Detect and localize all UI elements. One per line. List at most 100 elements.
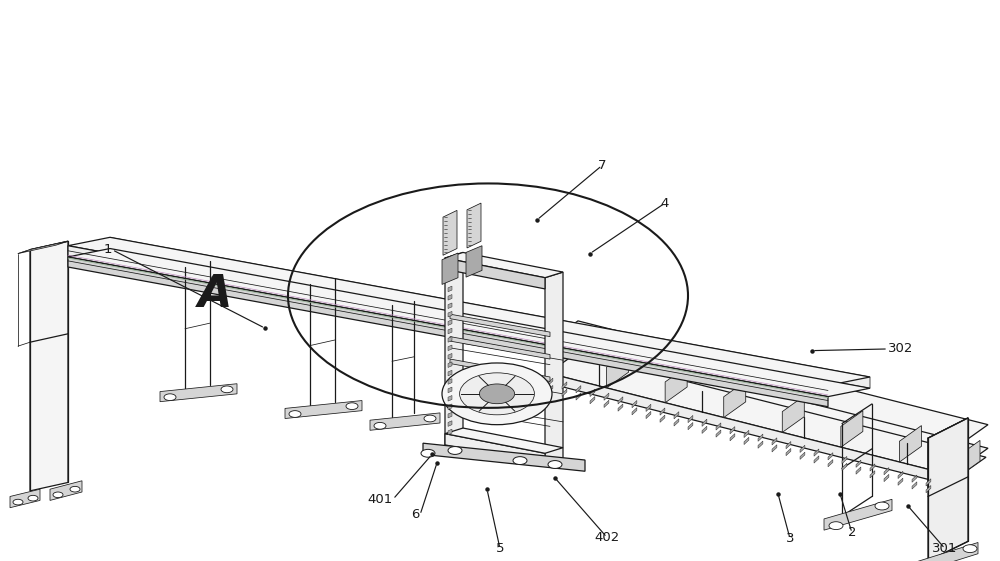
Polygon shape	[548, 385, 553, 393]
Polygon shape	[870, 464, 875, 471]
Polygon shape	[448, 362, 452, 367]
Polygon shape	[800, 452, 805, 459]
Polygon shape	[160, 384, 237, 402]
Polygon shape	[443, 210, 457, 255]
Polygon shape	[912, 475, 917, 482]
Polygon shape	[702, 426, 707, 434]
Polygon shape	[688, 422, 693, 430]
Polygon shape	[30, 241, 68, 491]
Polygon shape	[926, 485, 931, 493]
Polygon shape	[632, 408, 637, 415]
Circle shape	[164, 394, 176, 401]
Text: 302: 302	[888, 342, 913, 356]
Polygon shape	[772, 445, 777, 452]
Polygon shape	[660, 408, 665, 415]
Polygon shape	[448, 345, 452, 351]
Polygon shape	[730, 434, 735, 441]
Polygon shape	[285, 401, 362, 419]
Text: 402: 402	[594, 531, 620, 544]
Polygon shape	[68, 257, 828, 407]
Polygon shape	[448, 387, 452, 393]
Polygon shape	[618, 397, 623, 404]
Polygon shape	[445, 252, 563, 278]
Polygon shape	[590, 389, 595, 397]
Polygon shape	[856, 467, 861, 474]
Polygon shape	[716, 423, 721, 430]
Polygon shape	[448, 303, 452, 309]
Polygon shape	[618, 404, 623, 411]
Polygon shape	[576, 385, 581, 393]
Polygon shape	[18, 241, 68, 254]
Polygon shape	[548, 342, 958, 456]
Polygon shape	[450, 314, 550, 337]
Polygon shape	[548, 353, 986, 477]
Polygon shape	[856, 460, 861, 467]
Polygon shape	[50, 481, 82, 500]
Polygon shape	[448, 353, 452, 359]
Polygon shape	[467, 203, 481, 248]
Circle shape	[875, 502, 889, 510]
Polygon shape	[445, 428, 563, 453]
Polygon shape	[744, 438, 749, 444]
Polygon shape	[370, 413, 440, 430]
Polygon shape	[548, 378, 553, 385]
Polygon shape	[442, 253, 458, 284]
Polygon shape	[702, 419, 707, 426]
Polygon shape	[814, 456, 819, 463]
Circle shape	[346, 403, 358, 410]
Text: 3: 3	[786, 532, 794, 545]
Polygon shape	[828, 459, 833, 467]
Circle shape	[513, 457, 527, 465]
Text: 1: 1	[104, 243, 112, 256]
Polygon shape	[548, 373, 958, 487]
Polygon shape	[423, 443, 585, 471]
Polygon shape	[828, 453, 833, 460]
Polygon shape	[604, 400, 609, 407]
Polygon shape	[899, 426, 921, 462]
Circle shape	[70, 486, 80, 492]
Polygon shape	[898, 478, 903, 485]
Polygon shape	[448, 295, 452, 300]
Polygon shape	[110, 237, 870, 388]
Circle shape	[28, 495, 38, 501]
Polygon shape	[884, 475, 889, 482]
Polygon shape	[68, 246, 828, 396]
Polygon shape	[842, 463, 847, 471]
Polygon shape	[448, 320, 452, 325]
Circle shape	[221, 386, 233, 393]
Polygon shape	[562, 389, 567, 397]
Text: 301: 301	[932, 542, 958, 555]
Polygon shape	[576, 393, 581, 400]
Circle shape	[424, 415, 436, 422]
Polygon shape	[450, 359, 550, 381]
Polygon shape	[607, 351, 629, 388]
Polygon shape	[448, 379, 452, 384]
Polygon shape	[448, 328, 452, 334]
Polygon shape	[448, 412, 452, 418]
Polygon shape	[926, 479, 931, 486]
Polygon shape	[674, 412, 679, 419]
Polygon shape	[545, 272, 563, 466]
Text: 4: 4	[661, 196, 669, 210]
Polygon shape	[898, 471, 903, 479]
Polygon shape	[665, 366, 687, 403]
Polygon shape	[450, 337, 550, 359]
Polygon shape	[842, 457, 847, 463]
Circle shape	[442, 363, 552, 425]
Polygon shape	[786, 448, 791, 456]
Polygon shape	[448, 429, 452, 435]
Polygon shape	[448, 337, 452, 342]
Polygon shape	[870, 471, 875, 478]
Polygon shape	[841, 411, 863, 447]
Polygon shape	[660, 415, 665, 422]
Text: 401: 401	[368, 493, 393, 506]
Polygon shape	[758, 441, 763, 448]
Polygon shape	[782, 396, 804, 433]
Polygon shape	[548, 321, 988, 446]
Polygon shape	[716, 430, 721, 437]
Polygon shape	[800, 445, 805, 453]
Polygon shape	[604, 393, 609, 401]
Polygon shape	[758, 434, 763, 442]
Polygon shape	[448, 396, 452, 401]
Polygon shape	[786, 442, 791, 449]
